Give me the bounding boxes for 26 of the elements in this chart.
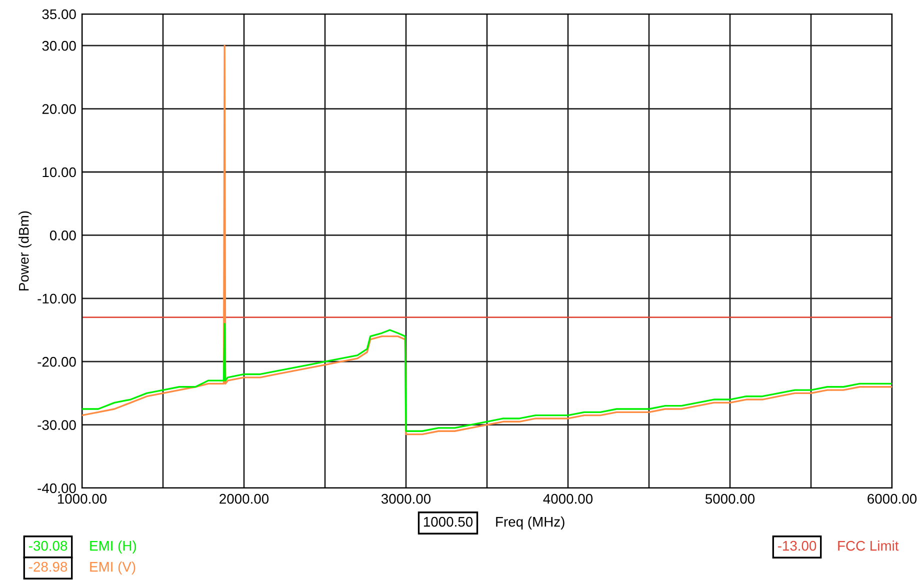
x-tick-label: 2000.00 xyxy=(220,494,269,504)
x-tick-label: 1000.00 xyxy=(58,494,107,504)
text: -28.98 xyxy=(28,562,68,572)
y-axis-title: Power (dBm) xyxy=(18,211,32,290)
x-tick-label: 5000.00 xyxy=(705,494,755,504)
x-axis-title: Freq (MHz) xyxy=(496,516,564,530)
ref-line-label: FCC Limit xyxy=(838,540,899,551)
y-tick-label: -10.00 xyxy=(38,294,76,304)
y-tick-label: 10.00 xyxy=(42,167,76,178)
y-tick-label: 20.00 xyxy=(42,104,76,114)
y-tick-label: 30.00 xyxy=(42,40,76,51)
x-tick-label: 3000.00 xyxy=(381,494,431,504)
text: 1000.50 xyxy=(424,516,473,527)
x-tick-label: 6000.00 xyxy=(868,494,917,504)
text: -30.08 xyxy=(28,540,68,551)
y-tick-label: -40.00 xyxy=(38,483,76,494)
line-series xyxy=(82,322,892,432)
y-tick-label: 35.00 xyxy=(42,9,76,20)
x-tick-label: 4000.00 xyxy=(543,494,593,504)
y-tick-label: -30.00 xyxy=(38,420,76,430)
text: EMI (V) xyxy=(90,562,136,574)
line-series xyxy=(82,44,892,436)
y-tick-label: 0.00 xyxy=(50,230,76,240)
y-tick-label: -20.00 xyxy=(38,356,76,367)
text: EMI (H) xyxy=(90,540,136,554)
text: -13.00 xyxy=(778,540,816,551)
